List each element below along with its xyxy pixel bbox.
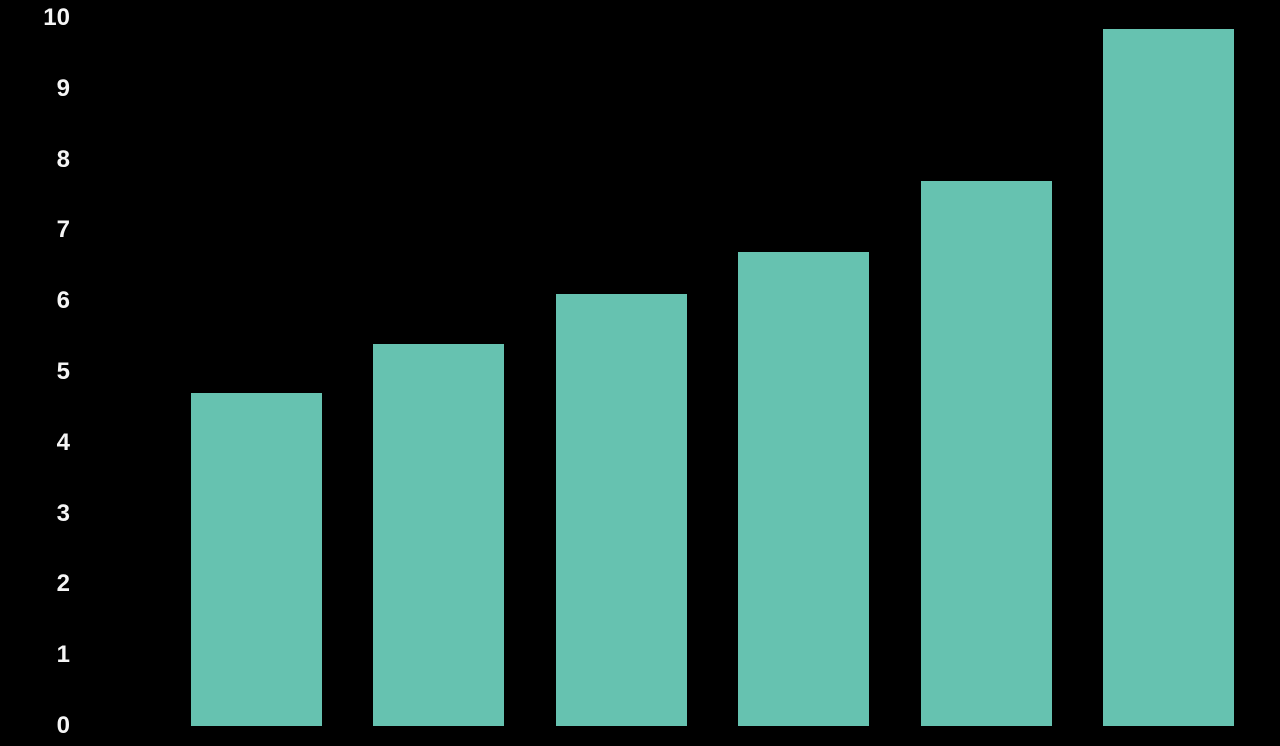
bar: [738, 252, 869, 726]
bar: [921, 181, 1052, 726]
y-tick-label: 8: [0, 146, 70, 174]
y-tick-label: 5: [0, 358, 70, 386]
y-tick-label: 0: [0, 712, 70, 740]
bar-chart: 0 1 2 3 4 5 6 7 8 9 10: [0, 0, 1280, 746]
y-tick-label: 9: [0, 75, 70, 103]
bar: [1103, 29, 1234, 726]
plot-area: [95, 18, 1260, 726]
bar: [556, 294, 687, 726]
y-tick-label: 2: [0, 570, 70, 598]
y-tick-label: 4: [0, 429, 70, 457]
bar: [373, 344, 504, 726]
bar: [191, 393, 322, 726]
y-tick-label: 6: [0, 287, 70, 315]
y-tick-label: 10: [0, 4, 70, 32]
y-tick-label: 3: [0, 500, 70, 528]
y-tick-label: 7: [0, 216, 70, 244]
y-tick-label: 1: [0, 641, 70, 669]
